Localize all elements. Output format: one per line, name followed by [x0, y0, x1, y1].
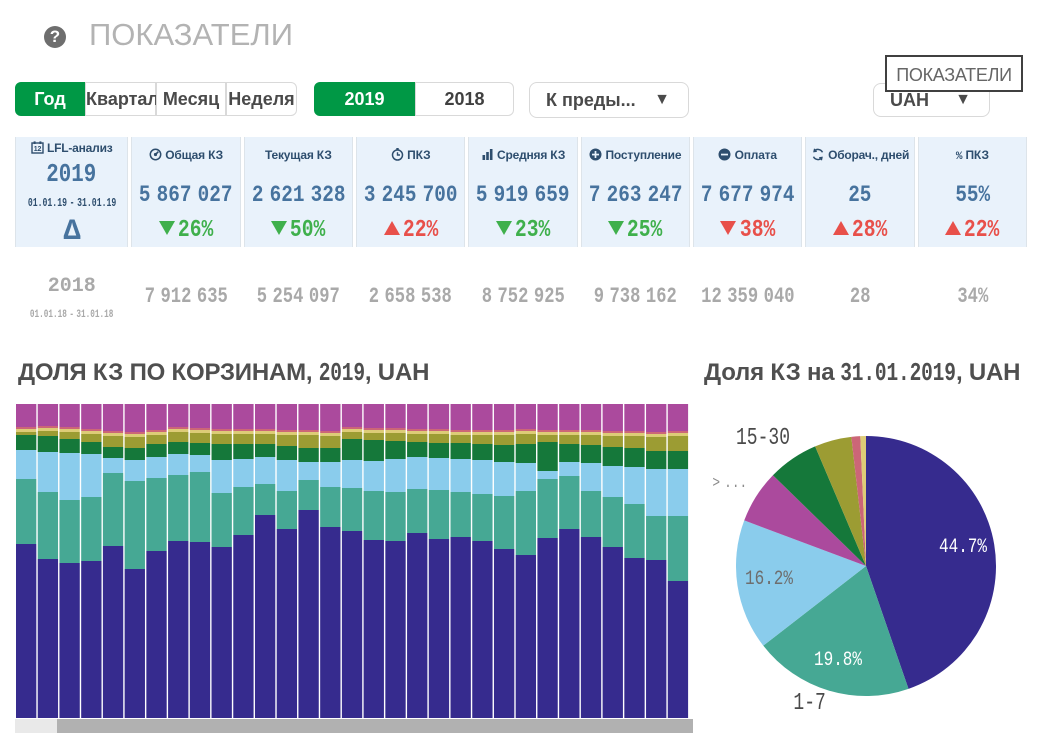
svg-text:12: 12: [34, 146, 42, 153]
